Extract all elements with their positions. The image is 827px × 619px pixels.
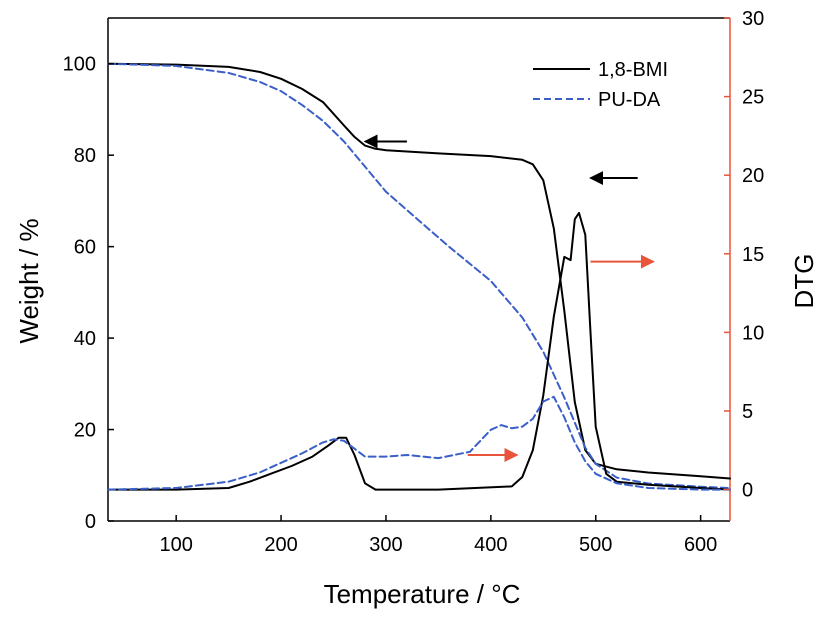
y-right-tick-label: 25 — [742, 87, 764, 109]
x-tick-label: 400 — [474, 534, 507, 556]
y-left-tick-label: 20 — [74, 420, 96, 442]
x-tick-label: 500 — [579, 534, 612, 556]
y-right-tick-label: 5 — [742, 401, 753, 423]
legend-label-bmi: 1,8-BMI — [598, 59, 668, 81]
x-axis-title: Temperature / °C — [324, 579, 521, 609]
y-right-tick-label: 0 — [742, 480, 753, 502]
y-right-tick-label: 20 — [742, 165, 764, 187]
series-layer — [107, 62, 731, 491]
plot-frame — [107, 17, 731, 522]
x-tick-label: 600 — [684, 534, 717, 556]
y-axis-left-title: Weight / % — [14, 218, 44, 343]
annotation-layer — [363, 134, 655, 462]
y-left-tick-label: 80 — [74, 145, 96, 167]
x-tick-label: 200 — [264, 534, 297, 556]
series-line-pu-da — [107, 62, 731, 490]
y-right-tick-label: 15 — [742, 244, 764, 266]
y-right-tick-label: 10 — [742, 322, 764, 344]
x-tick-label: 100 — [159, 534, 192, 556]
legend-label-puda: PU-DA — [598, 89, 661, 111]
y-right-tick-label: 30 — [742, 8, 764, 30]
ticks-layer: 100 200 300 400 500 600 0 20 40 60 80 100 0 5 10 15 20 25… — [63, 8, 765, 556]
legend: 1,8-BMI PU-DA — [533, 59, 668, 111]
y-left-tick-label: 0 — [85, 511, 96, 533]
y-axis-right-title: DTG — [789, 254, 819, 309]
y-left-tick-label: 60 — [74, 237, 96, 259]
x-tick-label: 300 — [369, 534, 402, 556]
y-left-tick-label: 40 — [74, 328, 96, 350]
series-line-1-8-bmi-dtg — [107, 211, 731, 491]
series-line-pu-da-dtg — [107, 395, 731, 491]
series-line-1-8-bmi — [107, 62, 731, 480]
y-left-tick-label: 100 — [63, 54, 96, 76]
